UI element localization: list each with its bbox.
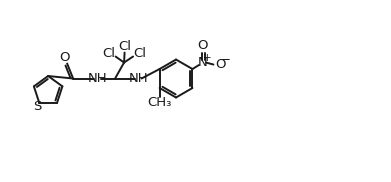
Text: O: O (59, 51, 69, 64)
Text: NH: NH (129, 72, 148, 85)
Text: NH: NH (88, 72, 107, 85)
Text: +: + (203, 53, 211, 63)
Text: N: N (197, 56, 207, 69)
Text: Cl: Cl (102, 47, 116, 60)
Text: CH₃: CH₃ (147, 96, 172, 109)
Text: Cl: Cl (118, 40, 131, 53)
Text: O: O (215, 58, 226, 71)
Text: S: S (33, 100, 41, 113)
Text: O: O (197, 39, 208, 52)
Text: −: − (221, 53, 231, 66)
Text: Cl: Cl (133, 47, 146, 60)
